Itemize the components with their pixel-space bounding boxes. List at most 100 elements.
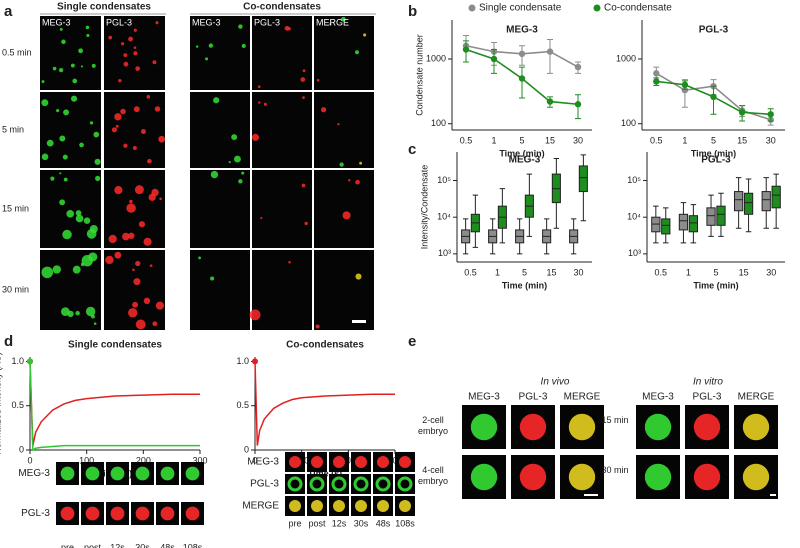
x-axis-label: Time (min) [502, 280, 547, 290]
condensate [311, 500, 323, 512]
condensate-spot [143, 297, 151, 305]
condensate-spot [241, 43, 246, 49]
marker [574, 63, 582, 71]
condensate-spot [93, 322, 97, 325]
condensate [289, 456, 301, 468]
condensate-spot [155, 21, 159, 25]
marker [518, 75, 526, 82]
y-tick-label: 100 [621, 118, 636, 128]
condensate-spot [288, 261, 291, 264]
condensate-spot [152, 321, 158, 327]
whisker-cap [526, 173, 533, 237]
micrograph [190, 92, 250, 168]
whisker-cap [553, 157, 560, 229]
condensate-spot [58, 68, 64, 73]
condensate-spot [52, 66, 57, 71]
chart-title: Single condensates [68, 340, 162, 351]
micrograph [40, 92, 101, 168]
condensate-spot [263, 102, 267, 106]
micrograph [190, 250, 250, 330]
condensate-spot [133, 51, 138, 56]
condensate [333, 500, 345, 512]
condensate [470, 413, 498, 441]
condensate [568, 413, 596, 441]
condensate-spot [315, 324, 320, 329]
condensate-spot [339, 162, 344, 167]
condensate [644, 463, 672, 491]
condensate-spot [59, 199, 66, 206]
condensate-spot [75, 214, 84, 223]
y-axis-label: Condensate number [414, 34, 424, 116]
condensate-spot [41, 99, 49, 107]
condensate [568, 463, 596, 491]
micrograph [314, 170, 374, 248]
condensate-spot [62, 154, 68, 160]
x-tick-label: 100 [79, 455, 94, 465]
time-label: 108s [395, 518, 415, 528]
condensate-spot [133, 28, 137, 32]
condensate-spot [123, 53, 128, 58]
whisker-cap [773, 173, 779, 229]
condensate-spot [147, 158, 152, 164]
header: Co-condensates [243, 2, 321, 13]
box [733, 191, 744, 212]
condensate-spot [154, 106, 161, 112]
whisker-cap [499, 188, 506, 244]
time-label: 48s [160, 542, 175, 548]
whisker-cap [680, 202, 687, 244]
x-tick-label: 5 [519, 135, 524, 145]
x-axis-label: Time (s) [308, 468, 342, 478]
condensate [311, 456, 323, 468]
condensate [160, 466, 175, 481]
marker [681, 86, 689, 94]
column-label: MERGE [316, 17, 349, 27]
column-label: MEG-3 [192, 17, 221, 27]
y-tick-label: 0.5 [11, 400, 24, 410]
marker [574, 101, 582, 108]
condensate-spot [86, 33, 90, 38]
column-label: MERGE [564, 392, 601, 403]
condensate-spot [329, 23, 332, 26]
time-label: 108s [183, 542, 203, 548]
row-label: MEG-3 [18, 468, 50, 479]
condensate-spot [59, 135, 66, 142]
whisker-cap [718, 192, 724, 237]
marker [653, 78, 660, 85]
box [716, 205, 726, 226]
condensate-spot [83, 217, 91, 224]
x-tick-label: 5 [713, 267, 718, 277]
time-label: pre [288, 518, 301, 528]
y-tick-label: 0.5 [236, 400, 249, 410]
y-tick-label: 10³ [438, 248, 451, 258]
y-tick-label: 10³ [628, 248, 641, 258]
box [661, 218, 671, 235]
condensate [289, 500, 301, 512]
x-tick-label: 5 [711, 135, 716, 145]
condensate-spot [128, 308, 138, 318]
condensate-spot [355, 273, 362, 280]
condensate-spot [284, 25, 290, 31]
row-label: 15 min [601, 415, 628, 425]
chart-title: MEG-3 [509, 155, 541, 166]
x-tick-label: 0.5 [655, 267, 668, 277]
y-tick-label: 1000 [426, 53, 446, 63]
condensate-spot [143, 237, 152, 246]
condensate-spot [62, 229, 72, 240]
condensate-spot [258, 101, 261, 104]
panel-label: c [408, 141, 416, 158]
condensate-spot [149, 264, 153, 268]
time-label: pre [61, 542, 74, 548]
group-title: In vivo [541, 377, 570, 388]
column-label: MERGE [738, 392, 775, 403]
time-label: post [308, 518, 326, 528]
condensate-spot [85, 25, 90, 30]
error-bar [710, 85, 717, 115]
condensate-spot [155, 301, 164, 310]
condensate [397, 476, 413, 492]
condensate [355, 500, 367, 512]
condensate [135, 506, 150, 521]
condensate [160, 506, 175, 521]
condensate-spot [337, 122, 340, 126]
x-tick-label: 0.5 [650, 135, 663, 145]
condensate-spot [52, 265, 61, 274]
